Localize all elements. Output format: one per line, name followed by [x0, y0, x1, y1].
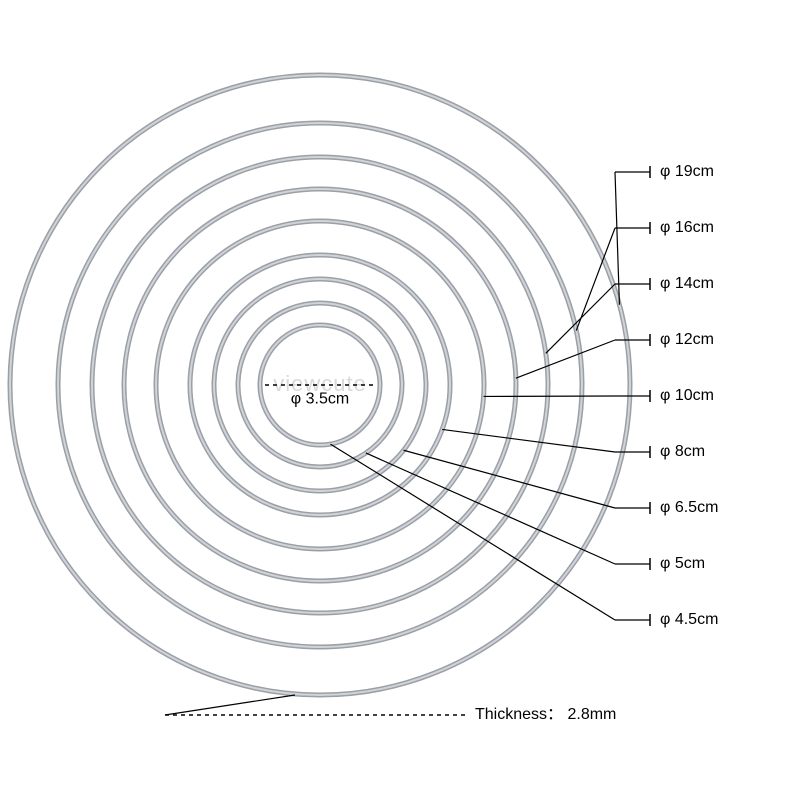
label-10: φ 10cm	[660, 387, 714, 404]
ring-size-diagram: viewcuteφ 3.5cmφ 19cmφ 16cmφ 14cmφ 12cmφ…	[0, 0, 800, 800]
label-6.5: φ 6.5cm	[660, 499, 718, 516]
label-4.5: φ 4.5cm	[660, 611, 718, 628]
center-diameter-label: φ 3.5cm	[291, 390, 349, 407]
label-19: φ 19cm	[660, 163, 714, 180]
thickness-label: Thickness： 2.8mm	[475, 706, 616, 723]
label-5: φ 5cm	[660, 555, 705, 572]
label-16: φ 16cm	[660, 219, 714, 236]
label-14: φ 14cm	[660, 275, 714, 292]
label-12: φ 12cm	[660, 331, 714, 348]
label-8: φ 8cm	[660, 443, 705, 460]
